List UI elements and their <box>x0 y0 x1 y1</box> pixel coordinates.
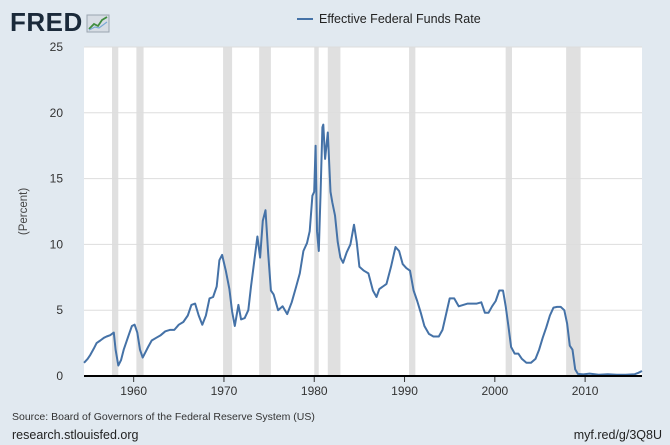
gridlines <box>84 46 642 311</box>
legend-label: Effective Federal Funds Rate <box>319 12 481 26</box>
recession-band <box>111 47 119 376</box>
legend-swatch <box>297 18 313 20</box>
plot-background <box>84 47 642 376</box>
y-tick-label: 15 <box>50 172 64 186</box>
x-tick-label: 1990 <box>391 384 418 398</box>
legend: Effective Federal Funds Rate <box>297 12 481 26</box>
recession-band <box>223 47 233 376</box>
recession-band <box>409 47 416 376</box>
series-layer <box>83 123 643 376</box>
y-tick-label: 5 <box>56 303 63 317</box>
short-link[interactable]: myf.red/g/3Q8U <box>573 428 662 442</box>
site-link[interactable]: research.stlouisfed.org <box>12 428 139 442</box>
y-axis-label: (Percent) <box>18 188 30 235</box>
x-tick-label: 1980 <box>301 384 328 398</box>
source-note: Source: Board of Governors of the Federa… <box>12 411 315 423</box>
recession-band <box>136 47 144 376</box>
axes: 0 5 10 15 20 25 1960 1970 1980 1990 2000 2010 <box>50 40 642 398</box>
x-tick-label: 1960 <box>120 384 147 398</box>
brand-name: FRED <box>10 7 83 37</box>
fred-chart-logo-icon <box>86 14 110 32</box>
x-tick-label: 2010 <box>572 384 599 398</box>
series-line-effective-federal-funds-rate <box>83 123 643 376</box>
x-tick-label: 2000 <box>481 384 508 398</box>
y-tick-label: 25 <box>50 40 64 54</box>
y-tick-label: 0 <box>56 369 63 383</box>
recession-band <box>505 47 512 376</box>
fred-logo[interactable]: FRED <box>10 7 110 38</box>
y-tick-label: 10 <box>50 237 64 251</box>
recession-band <box>566 47 581 376</box>
x-tick-label: 1970 <box>211 384 238 398</box>
y-tick-label: 20 <box>50 106 64 120</box>
